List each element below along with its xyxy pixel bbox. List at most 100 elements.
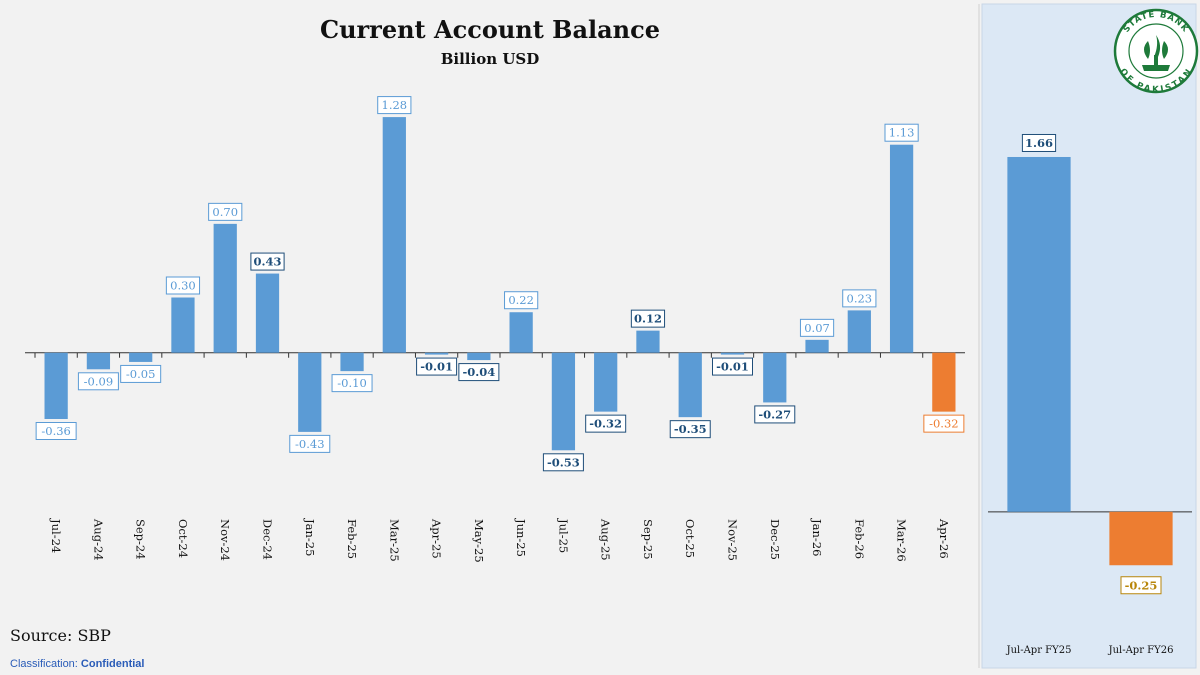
tick-label-mar-26: Mar-26 <box>895 519 909 562</box>
data-label-apr-25-box <box>416 357 458 376</box>
data-label-feb-25-box <box>331 374 373 393</box>
tick-label-apr-25: Apr-25 <box>430 518 444 559</box>
bar-sep-24 <box>129 352 153 362</box>
side-bar-chart: 1.66 Jul-Apr FY25 -0.25 Jul-Apr FY26 <box>988 133 1192 656</box>
data-label-may-25: -0.04 <box>462 365 495 379</box>
bar-apr-25 <box>424 352 449 355</box>
tick-label-feb-25: Feb-25 <box>345 519 359 559</box>
data-label-aug-24-box <box>77 372 119 391</box>
bar-jan-26 <box>805 339 829 353</box>
side-data-label-jul-apr-fy25-box <box>1021 133 1057 152</box>
data-label-jun-25: 0.22 <box>508 293 534 307</box>
bar-feb-26 <box>847 310 871 353</box>
chart-subtitle: Billion USD <box>441 50 540 68</box>
data-label-jul-25: -0.53 <box>547 455 580 469</box>
side-bar-jul-apr-fy26 <box>1109 511 1173 566</box>
tick-label-apr-26: Apr-26 <box>937 518 951 559</box>
data-label-jun-25-box <box>504 291 539 310</box>
tick-label-may-25: May-25 <box>472 519 486 563</box>
bar-mar-26 <box>889 144 914 353</box>
data-label-jul-25-box <box>542 453 584 472</box>
tick-label-jul-25: Jul-25 <box>556 518 570 553</box>
source-note: Source: SBP <box>10 626 111 645</box>
data-label-aug-25: -0.32 <box>589 417 622 431</box>
tick-label-mar-25: Mar-25 <box>387 519 401 562</box>
bar-nov-24 <box>213 223 237 353</box>
tick-label-jan-25: Jan-25 <box>303 518 317 556</box>
tick-label-dec-25: Dec-25 <box>768 519 782 560</box>
chart-title: Current Account Balance <box>320 15 660 44</box>
tick-label-dec-24: Dec-24 <box>261 519 275 560</box>
bar-jul-25 <box>551 352 576 451</box>
data-label-dec-25: -0.27 <box>758 407 791 421</box>
sbp-logo-icon: STATE BANK OF PAKISTAN <box>1113 8 1199 95</box>
data-label-jan-25: -0.43 <box>295 437 325 451</box>
data-label-oct-25: -0.35 <box>674 422 707 436</box>
tick-label-sep-24: Sep-24 <box>134 519 148 560</box>
data-label-oct-25-box <box>669 420 711 439</box>
tick-label-jul-24: Jul-24 <box>49 518 63 553</box>
data-label-feb-26-box <box>842 289 877 308</box>
classification-note: Classification: Confidential <box>10 658 144 670</box>
classification-value: Confidential <box>81 658 145 670</box>
tick-label-oct-24: Oct-24 <box>176 519 190 558</box>
data-label-jan-26-box <box>799 318 835 337</box>
data-label-jul-24: -0.36 <box>41 424 71 438</box>
bar-dec-25 <box>763 352 787 403</box>
bar-oct-25 <box>678 352 702 418</box>
tick-label-aug-25: Aug-25 <box>599 518 613 561</box>
tick-label-aug-24: Aug-24 <box>91 518 105 561</box>
data-label-jul-24-box <box>35 422 77 440</box>
tick-label-jan-26: Jan-26 <box>810 518 824 556</box>
data-label-dec-24: 0.43 <box>253 255 281 269</box>
tick-label-oct-25: Oct-25 <box>683 519 697 558</box>
bar-aug-24 <box>86 352 111 370</box>
data-label-feb-26: 0.23 <box>847 291 873 305</box>
data-label-feb-25: -0.10 <box>337 376 367 390</box>
data-label-mar-25-box <box>377 96 412 115</box>
side-data-label-jul-apr-fy26-box <box>1120 576 1162 595</box>
bar-jan-25 <box>298 352 322 432</box>
data-label-mar-26: 1.13 <box>889 126 915 140</box>
data-label-mar-26-box <box>884 123 919 142</box>
data-label-sep-24-box <box>120 364 162 383</box>
bar-jun-25 <box>509 312 533 353</box>
data-label-sep-25: 0.12 <box>634 312 662 326</box>
bar-dec-24 <box>255 273 280 353</box>
bar-oct-24 <box>171 297 195 353</box>
bar-may-25 <box>467 352 491 361</box>
data-label-may-25-box <box>458 363 500 382</box>
data-label-oct-24: 0.30 <box>170 279 196 293</box>
tick-label-nov-25: Nov-25 <box>726 519 740 561</box>
tick-label-nov-24: Nov-24 <box>218 519 232 561</box>
tick-label-jun-25: Jun-25 <box>514 518 528 557</box>
tick-label-sep-25: Sep-25 <box>641 519 655 560</box>
data-label-dec-25-box <box>754 405 796 424</box>
data-label-nov-25-box <box>712 357 753 376</box>
classification-label: Classification: <box>10 658 81 670</box>
data-label-nov-25: -0.01 <box>716 360 749 374</box>
bar-mar-25 <box>382 117 406 353</box>
data-label-jan-25-box <box>289 434 331 453</box>
bar-apr-26 <box>932 352 956 412</box>
data-label-sep-24: -0.05 <box>126 367 156 381</box>
data-label-jan-26: 0.07 <box>804 321 830 335</box>
bar-feb-25 <box>340 352 364 372</box>
side-data-label-jul-apr-fy25: 1.66 <box>1025 136 1053 150</box>
data-label-oct-24-box <box>165 276 201 295</box>
bar-nov-25 <box>720 352 745 355</box>
data-label-apr-26-box <box>923 414 965 433</box>
side-tick-label-jul-apr-fy26: Jul-Apr FY26 <box>1108 645 1174 656</box>
side-tick-label-jul-apr-fy25: Jul-Apr FY25 <box>1006 645 1072 656</box>
bar-sep-25 <box>636 330 660 353</box>
data-label-apr-26: -0.32 <box>929 417 959 431</box>
data-label-aug-25-box <box>585 414 627 433</box>
bar-aug-25 <box>594 352 618 412</box>
side-bar-jul-apr-fy25 <box>1007 156 1071 512</box>
main-bar-chart: -0.36 Jul-24 -0.09 Aug-24 -0.05 Sep-24 0.30 Oct… <box>25 96 965 563</box>
data-label-aug-24: -0.09 <box>84 374 114 388</box>
data-label-mar-25: 1.28 <box>382 98 408 112</box>
data-label-sep-25-box <box>630 309 666 328</box>
bar-jul-24 <box>44 352 68 419</box>
